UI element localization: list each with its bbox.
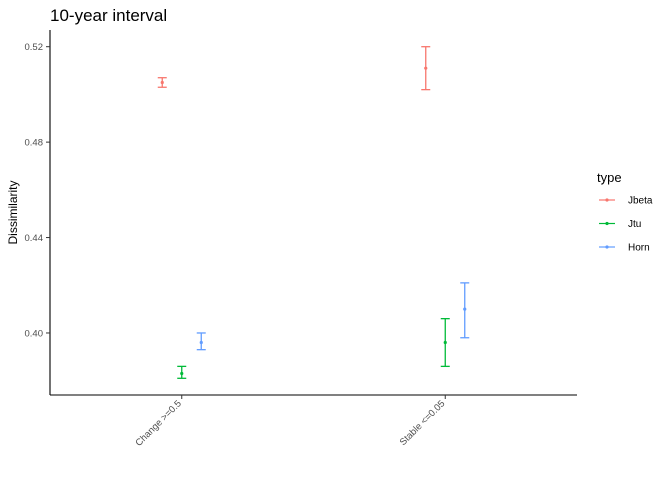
legend-title: type: [597, 170, 622, 185]
legend-key-point: [605, 198, 609, 202]
legend-label: Jbeta: [628, 196, 653, 207]
data-point: [443, 340, 447, 345]
legend-label: Horn: [628, 243, 650, 254]
plot-axes: 0.40 0.44 0.48 0.52 Change >=0.5 Stable <=0.0…: [6, 30, 577, 449]
data-marks: [157, 46, 470, 379]
data-point: [424, 66, 428, 70]
data-point: [160, 80, 164, 85]
y-tick-label: 0.40: [25, 328, 44, 339]
legend-label: Jtu: [628, 219, 641, 230]
data-point: [463, 307, 467, 311]
y-tick-label: 0.52: [25, 42, 44, 53]
data-point: [199, 340, 203, 345]
y-axis-title: Dissimilarity: [6, 181, 20, 245]
legend-key-point: [605, 245, 609, 249]
x-tick-label: Stable <=0.05: [398, 398, 448, 448]
y-tick-label: 0.44: [25, 233, 44, 244]
chart-title: 10-year interval: [50, 6, 167, 25]
data-point: [180, 371, 184, 376]
x-tick-label: Change >=0.5: [134, 398, 184, 448]
legend: type Jbeta Jtu Horn: [597, 170, 653, 254]
legend-key-point: [605, 221, 609, 226]
y-tick-label: 0.48: [25, 138, 44, 149]
